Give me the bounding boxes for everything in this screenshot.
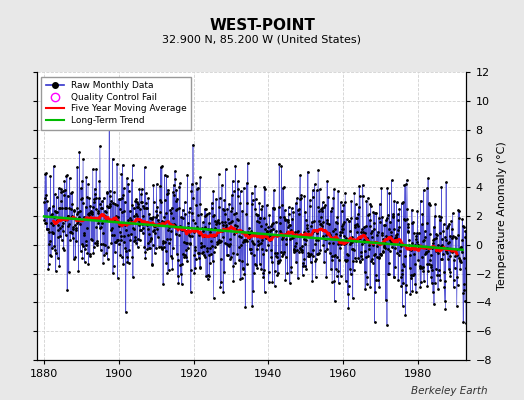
Text: WEST-POINT: WEST-POINT <box>209 18 315 33</box>
Text: 32.900 N, 85.200 W (United States): 32.900 N, 85.200 W (United States) <box>162 34 362 44</box>
Legend: Raw Monthly Data, Quality Control Fail, Five Year Moving Average, Long-Term Tren: Raw Monthly Data, Quality Control Fail, … <box>41 76 191 130</box>
Y-axis label: Temperature Anomaly (°C): Temperature Anomaly (°C) <box>497 142 507 290</box>
Text: Berkeley Earth: Berkeley Earth <box>411 386 487 396</box>
